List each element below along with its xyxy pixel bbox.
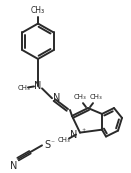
Text: CH₃: CH₃: [31, 6, 45, 15]
Text: N: N: [10, 161, 18, 171]
Text: N: N: [70, 130, 77, 140]
Text: ⁺: ⁺: [81, 127, 85, 136]
Text: N: N: [53, 93, 60, 103]
Text: CH₃: CH₃: [74, 94, 86, 100]
Text: ⁻: ⁻: [50, 138, 54, 147]
Text: CH₃: CH₃: [90, 94, 102, 100]
Text: CH₃: CH₃: [18, 85, 30, 91]
Text: S: S: [44, 140, 50, 150]
Text: CH₃: CH₃: [58, 138, 70, 143]
Text: N: N: [34, 81, 42, 92]
